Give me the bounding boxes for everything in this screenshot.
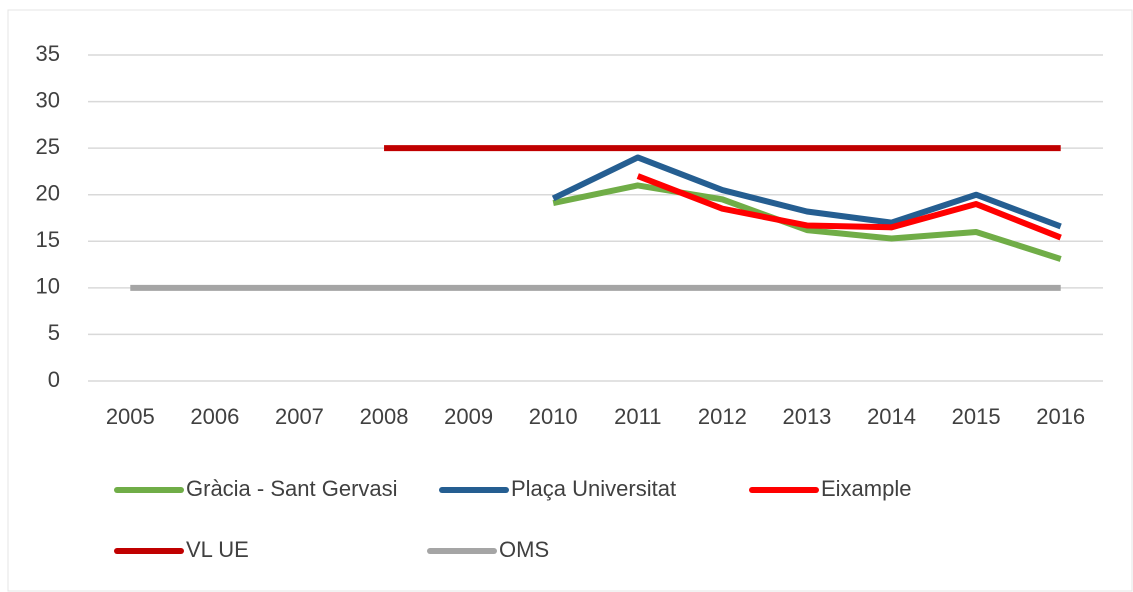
y-tick-label: 20 (36, 181, 60, 206)
x-tick-label: 2005 (106, 404, 155, 429)
x-tick-label: 2008 (360, 404, 409, 429)
legend-label: Gràcia - Sant Gervasi (186, 476, 398, 501)
y-tick-label: 5 (48, 320, 60, 345)
y-tick-label: 15 (36, 227, 60, 252)
x-tick-label: 2016 (1036, 404, 1085, 429)
series-line (636, 173, 1062, 241)
x-tick-label: 2011 (614, 404, 661, 429)
y-tick-label: 10 (36, 274, 60, 299)
x-tick-label: 2010 (529, 404, 578, 429)
y-tick-label: 25 (36, 134, 60, 159)
x-tick-label: 2006 (190, 404, 239, 429)
y-tick-label: 0 (48, 367, 60, 392)
x-tick-label: 2015 (952, 404, 1001, 429)
series-line (552, 182, 1062, 262)
x-tick-label: 2007 (275, 404, 324, 429)
legend-label: VL UE (186, 537, 249, 562)
legend-label: Eixample (821, 476, 911, 501)
legend-label: OMS (499, 537, 549, 562)
y-tick-label: 35 (36, 41, 60, 66)
chart-frame (7, 9, 1133, 592)
x-tick-label: 2009 (444, 404, 493, 429)
series-line (551, 154, 1062, 230)
legend-label: Plaça Universitat (511, 476, 676, 501)
y-tick-label: 30 (36, 87, 60, 112)
x-tick-label: 2012 (698, 404, 747, 429)
x-tick-label: 2013 (782, 404, 831, 429)
x-tick-label: 2014 (867, 404, 916, 429)
